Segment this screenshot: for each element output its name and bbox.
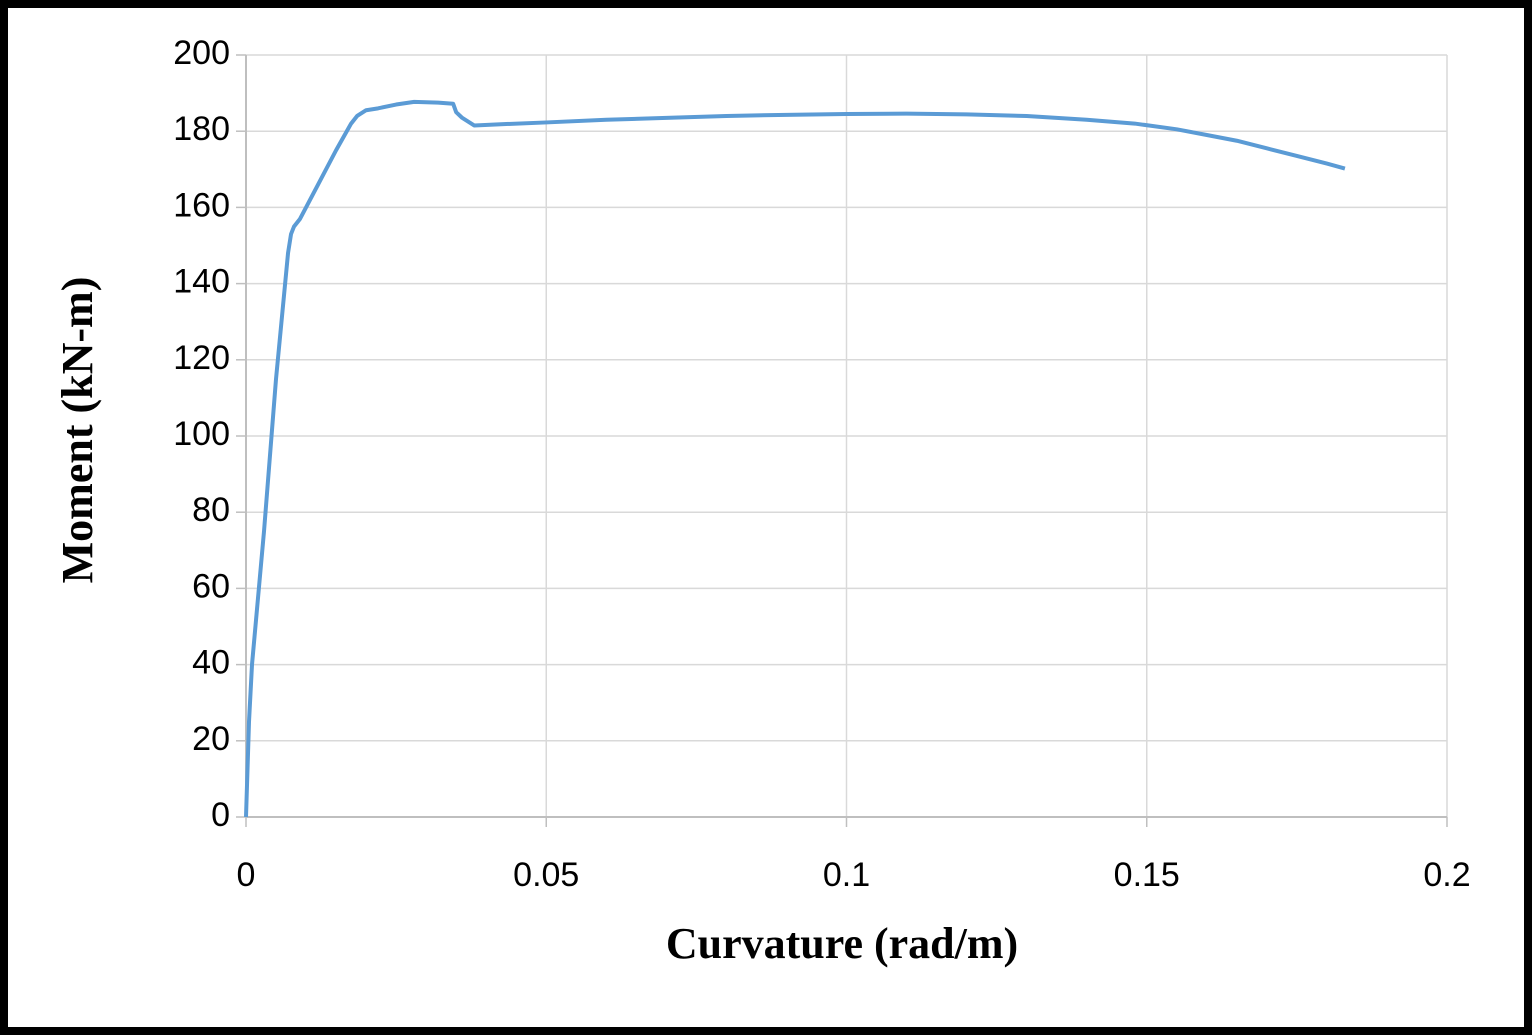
x-tick-label: 0.15 <box>1114 856 1180 894</box>
data-line <box>244 99 1346 818</box>
y-tick-label: 20 <box>192 720 230 758</box>
y-tick-label: 40 <box>192 644 230 682</box>
y-tick-label: 140 <box>173 263 230 301</box>
x-tick-label: 0 <box>237 856 256 894</box>
x-axis-title: Curvature (rad/m) <box>666 919 1018 968</box>
y-axis-title: Moment (kN-m) <box>53 277 102 584</box>
x-tick-label: 0.2 <box>1423 856 1470 894</box>
y-tick-label: 60 <box>192 567 230 605</box>
y-tick-label: 180 <box>173 110 230 148</box>
x-tick-label: 0.1 <box>823 856 870 894</box>
y-tick-label: 120 <box>173 339 230 377</box>
y-tick-label: 100 <box>173 415 230 453</box>
y-tick-label: 80 <box>192 491 230 529</box>
x-tick-label: 0.05 <box>513 856 579 894</box>
y-tick-label: 200 <box>173 34 230 72</box>
y-tick-label: 0 <box>211 796 230 834</box>
y-tick-label: 160 <box>173 186 230 224</box>
